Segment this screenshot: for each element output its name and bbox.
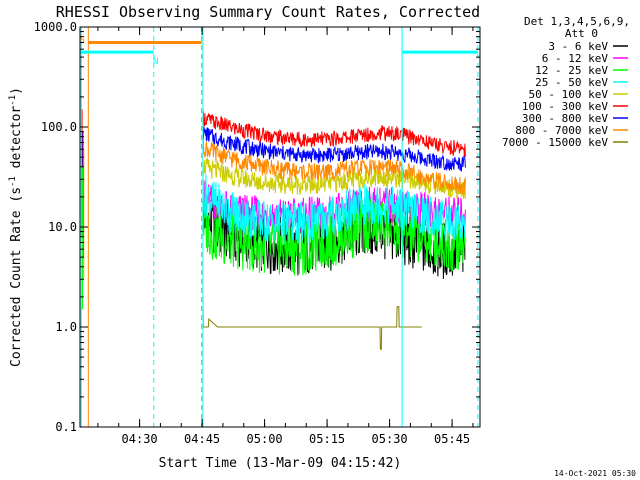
- legend-label-2: 12 - 25 keV: [535, 64, 608, 77]
- legend-label-6: 300 - 800 keV: [522, 112, 608, 125]
- legend-label-0: 3 - 6 keV: [548, 40, 608, 53]
- legend-header-line-1: Det 1,3,4,5,6,9,: [524, 15, 630, 28]
- y-tick-label-0: 0.1: [55, 420, 77, 434]
- chart-title: RHESSI Observing Summary Count Rates, Co…: [56, 3, 480, 21]
- y-axis-label: Corrected Count Rate (s-1 detector-1): [8, 87, 24, 367]
- x-axis-label: Start Time (13-Mar-09 04:15:42): [159, 456, 402, 471]
- legend-label-7: 800 - 7000 keV: [515, 124, 608, 137]
- series-line-7: [202, 138, 466, 195]
- y-tick-label-4: 1000.0: [34, 20, 77, 34]
- axes-layer: 0.1 1.0 10.0 100.0 1000.0 04:30 04:45 05:00 05:1…: [34, 20, 480, 446]
- y-tick-label-3: 100.0: [41, 120, 77, 134]
- x-tick-label-5: 05:45: [434, 432, 470, 446]
- series-line-5: [202, 109, 466, 158]
- legend-label-3: 25 - 50 keV: [535, 76, 608, 89]
- legend-header-line-2: Att 0: [565, 27, 598, 40]
- x-tick-label-4: 05:30: [372, 432, 408, 446]
- series-line-3: [202, 174, 466, 244]
- legend-label-5: 100 - 300 keV: [522, 100, 608, 113]
- series-line-2: [202, 199, 466, 276]
- x-tick-label-3: 05:15: [309, 432, 345, 446]
- annotation-label-0: S: [80, 35, 85, 45]
- series-line-6: [202, 126, 466, 172]
- series-layer: [81, 109, 466, 350]
- x-tick-label-1: 04:45: [184, 432, 220, 446]
- legend-label-1: 6 - 12 keV: [542, 52, 609, 65]
- y-tick-label-2: 10.0: [48, 220, 77, 234]
- x-tick-label-0: 04:30: [122, 432, 158, 446]
- series-line-8: [202, 296, 422, 350]
- legend-label-4: 50 - 100 keV: [529, 88, 609, 101]
- x-tick-label-2: 05:00: [247, 432, 283, 446]
- annotation-label-1: N: [153, 57, 158, 67]
- footer-timestamp: 14-Oct-2021 05:30: [554, 469, 636, 478]
- y-tick-label-1: 1.0: [55, 320, 77, 334]
- legend-label-8: 7000 - 15000 keV: [502, 136, 608, 149]
